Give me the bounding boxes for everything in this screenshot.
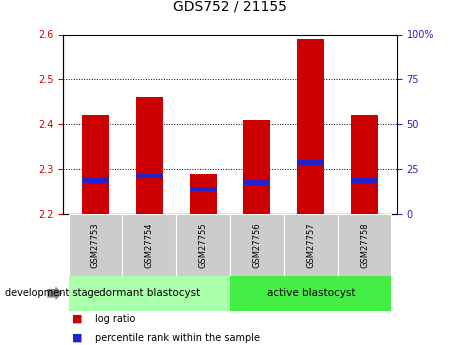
Bar <box>189 187 216 191</box>
Text: ■: ■ <box>72 314 83 324</box>
Text: ■: ■ <box>72 333 83 343</box>
Text: GSM27756: GSM27756 <box>253 222 262 268</box>
Bar <box>338 214 391 276</box>
Bar <box>297 160 324 165</box>
Text: log ratio: log ratio <box>95 314 135 324</box>
Bar <box>82 115 109 214</box>
Bar <box>136 174 163 178</box>
Text: dormant blastocyst: dormant blastocyst <box>99 288 200 298</box>
Bar <box>176 214 230 276</box>
Text: active blastocyst: active blastocyst <box>267 288 355 298</box>
Bar <box>230 276 391 310</box>
Text: development stage: development stage <box>5 288 99 298</box>
Bar <box>230 214 284 276</box>
Bar <box>244 180 271 185</box>
Text: GSM27755: GSM27755 <box>198 222 207 268</box>
Text: GSM27754: GSM27754 <box>145 222 154 268</box>
Bar <box>122 214 176 276</box>
Bar <box>82 178 109 183</box>
Text: GSM27758: GSM27758 <box>360 222 369 268</box>
Text: GDS752 / 21155: GDS752 / 21155 <box>173 0 287 14</box>
Bar <box>244 120 271 214</box>
Text: GSM27757: GSM27757 <box>306 222 315 268</box>
Text: percentile rank within the sample: percentile rank within the sample <box>95 333 260 343</box>
Text: GSM27753: GSM27753 <box>91 222 100 268</box>
Bar <box>351 178 378 183</box>
Bar <box>69 276 230 310</box>
Bar <box>284 214 338 276</box>
Bar <box>189 174 216 214</box>
Bar <box>351 115 378 214</box>
Bar <box>136 97 163 214</box>
Bar <box>297 39 324 214</box>
Bar <box>69 214 122 276</box>
